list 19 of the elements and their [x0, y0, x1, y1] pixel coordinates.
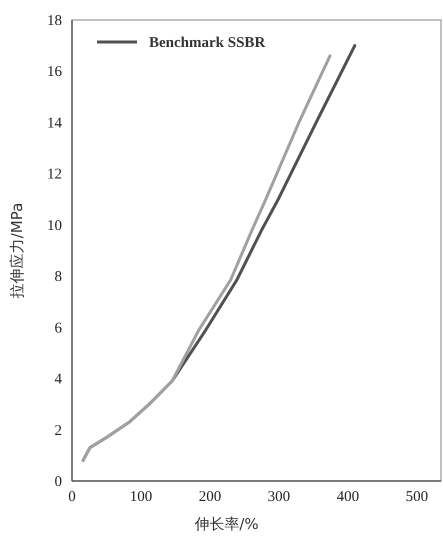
y-tick-label: 2 — [54, 422, 62, 439]
y-tick-label: 0 — [54, 474, 62, 490]
y-tick-label: 8 — [54, 269, 62, 286]
x-tick-label: 500 — [406, 489, 428, 505]
y-tick-label: 10 — [47, 218, 62, 234]
y-tick-label: 18 — [47, 13, 62, 29]
x-tick-label: 400 — [336, 489, 360, 505]
y-tick-label: 14 — [47, 115, 62, 132]
y-tick-label: 12 — [47, 166, 62, 183]
x-axis-title: 伸长率/% — [193, 515, 259, 533]
legend-label: Benchmark SSBR — [149, 35, 266, 51]
x-tick-label: 200 — [198, 489, 222, 505]
y-axis-title: 拉伸应力/MPa — [8, 202, 26, 298]
y-tick-label: 16 — [47, 64, 62, 80]
x-tick-label: 0 — [68, 489, 76, 505]
y-tick-label: 6 — [54, 320, 62, 336]
x-tick-label: 300 — [268, 489, 290, 505]
y-tick-label: 4 — [54, 372, 62, 388]
x-tick-label: 100 — [130, 489, 152, 505]
